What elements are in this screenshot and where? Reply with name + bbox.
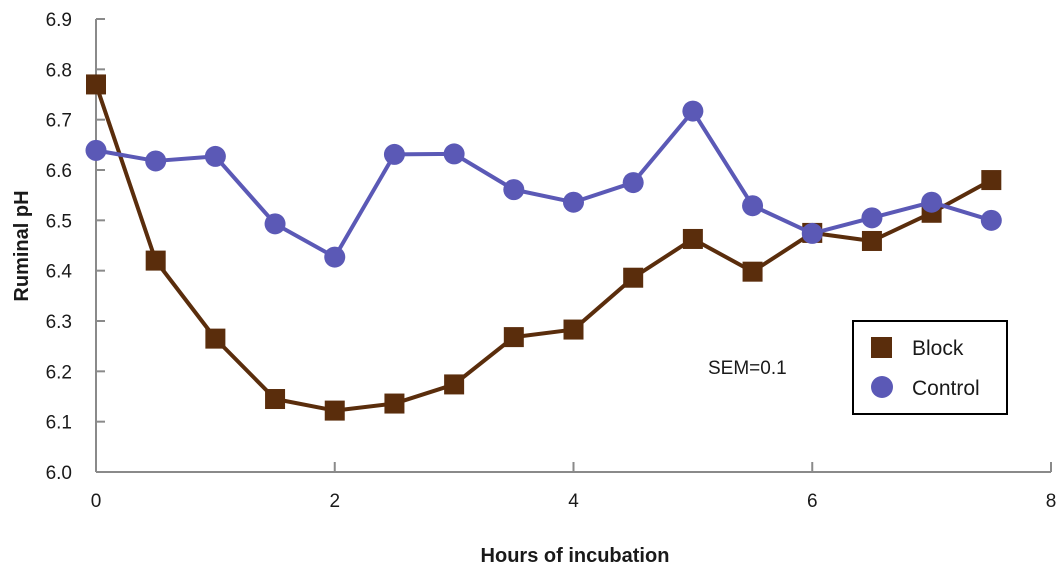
series-layer [85, 74, 1002, 421]
legend-control-label: Control [912, 377, 980, 400]
y-axis-title: Ruminal pH [11, 190, 33, 301]
y-tick-label: 6.6 [46, 161, 72, 182]
block-point [145, 250, 166, 271]
x-tick-label: 2 [329, 491, 340, 512]
y-tick-label: 6.9 [46, 10, 72, 31]
block-point [623, 267, 644, 288]
y-tick-label: 6.4 [46, 262, 73, 283]
y-tick-label: 6.0 [46, 463, 72, 484]
control-point [324, 246, 346, 268]
block-point [861, 230, 882, 251]
y-tick-label: 6.7 [46, 111, 72, 132]
control-point [682, 100, 704, 122]
control-point [204, 145, 226, 167]
y-tick-label: 6.1 [46, 413, 72, 434]
legend-block-marker [871, 337, 892, 358]
control-point [503, 179, 525, 201]
x-tick-label: 8 [1046, 491, 1057, 512]
control-point [145, 150, 167, 172]
block-line [94, 83, 993, 413]
legend: Block Control [852, 320, 1008, 415]
y-tick-label: 6.8 [46, 60, 72, 81]
block-point [384, 393, 405, 414]
legend-box [852, 320, 1008, 415]
control-line [95, 109, 992, 260]
y-tick-label: 6.3 [46, 312, 72, 333]
block-point [86, 74, 106, 95]
block-point [503, 327, 524, 348]
control-point [742, 195, 764, 217]
sem-annotation: SEM=0.1 [708, 358, 787, 379]
control-point [85, 139, 107, 161]
block-point [742, 261, 763, 282]
block-point [324, 400, 345, 421]
control-point [861, 207, 883, 229]
control-point [264, 213, 286, 235]
control-point [383, 143, 405, 165]
block-point [682, 228, 703, 249]
legend-block-label: Block [912, 337, 964, 360]
control-point [921, 191, 943, 213]
block-point [265, 389, 286, 410]
y-tick-label: 6.5 [46, 211, 72, 232]
control-point [801, 222, 823, 244]
control-point [980, 209, 1002, 231]
legend-control-marker [871, 376, 893, 398]
x-tick-label: 4 [568, 491, 579, 512]
control-point [622, 172, 644, 194]
block-point [205, 328, 226, 349]
axes: 6.0 6.1 6.2 6.3 6.4 6.5 6.6 6.7 6.8 6.9 0 2 4 6 8 [46, 10, 1057, 512]
control-point [563, 191, 584, 213]
block-point [981, 170, 1002, 191]
x-tick-label: 6 [807, 491, 818, 512]
x-axis-title: Hours of incubation [481, 545, 670, 567]
x-tick-label: 0 [91, 491, 102, 512]
control-point [443, 143, 465, 165]
series-control [85, 100, 1002, 268]
block-point [444, 374, 465, 395]
block-point [563, 319, 584, 340]
y-tick-label: 6.2 [46, 362, 72, 383]
